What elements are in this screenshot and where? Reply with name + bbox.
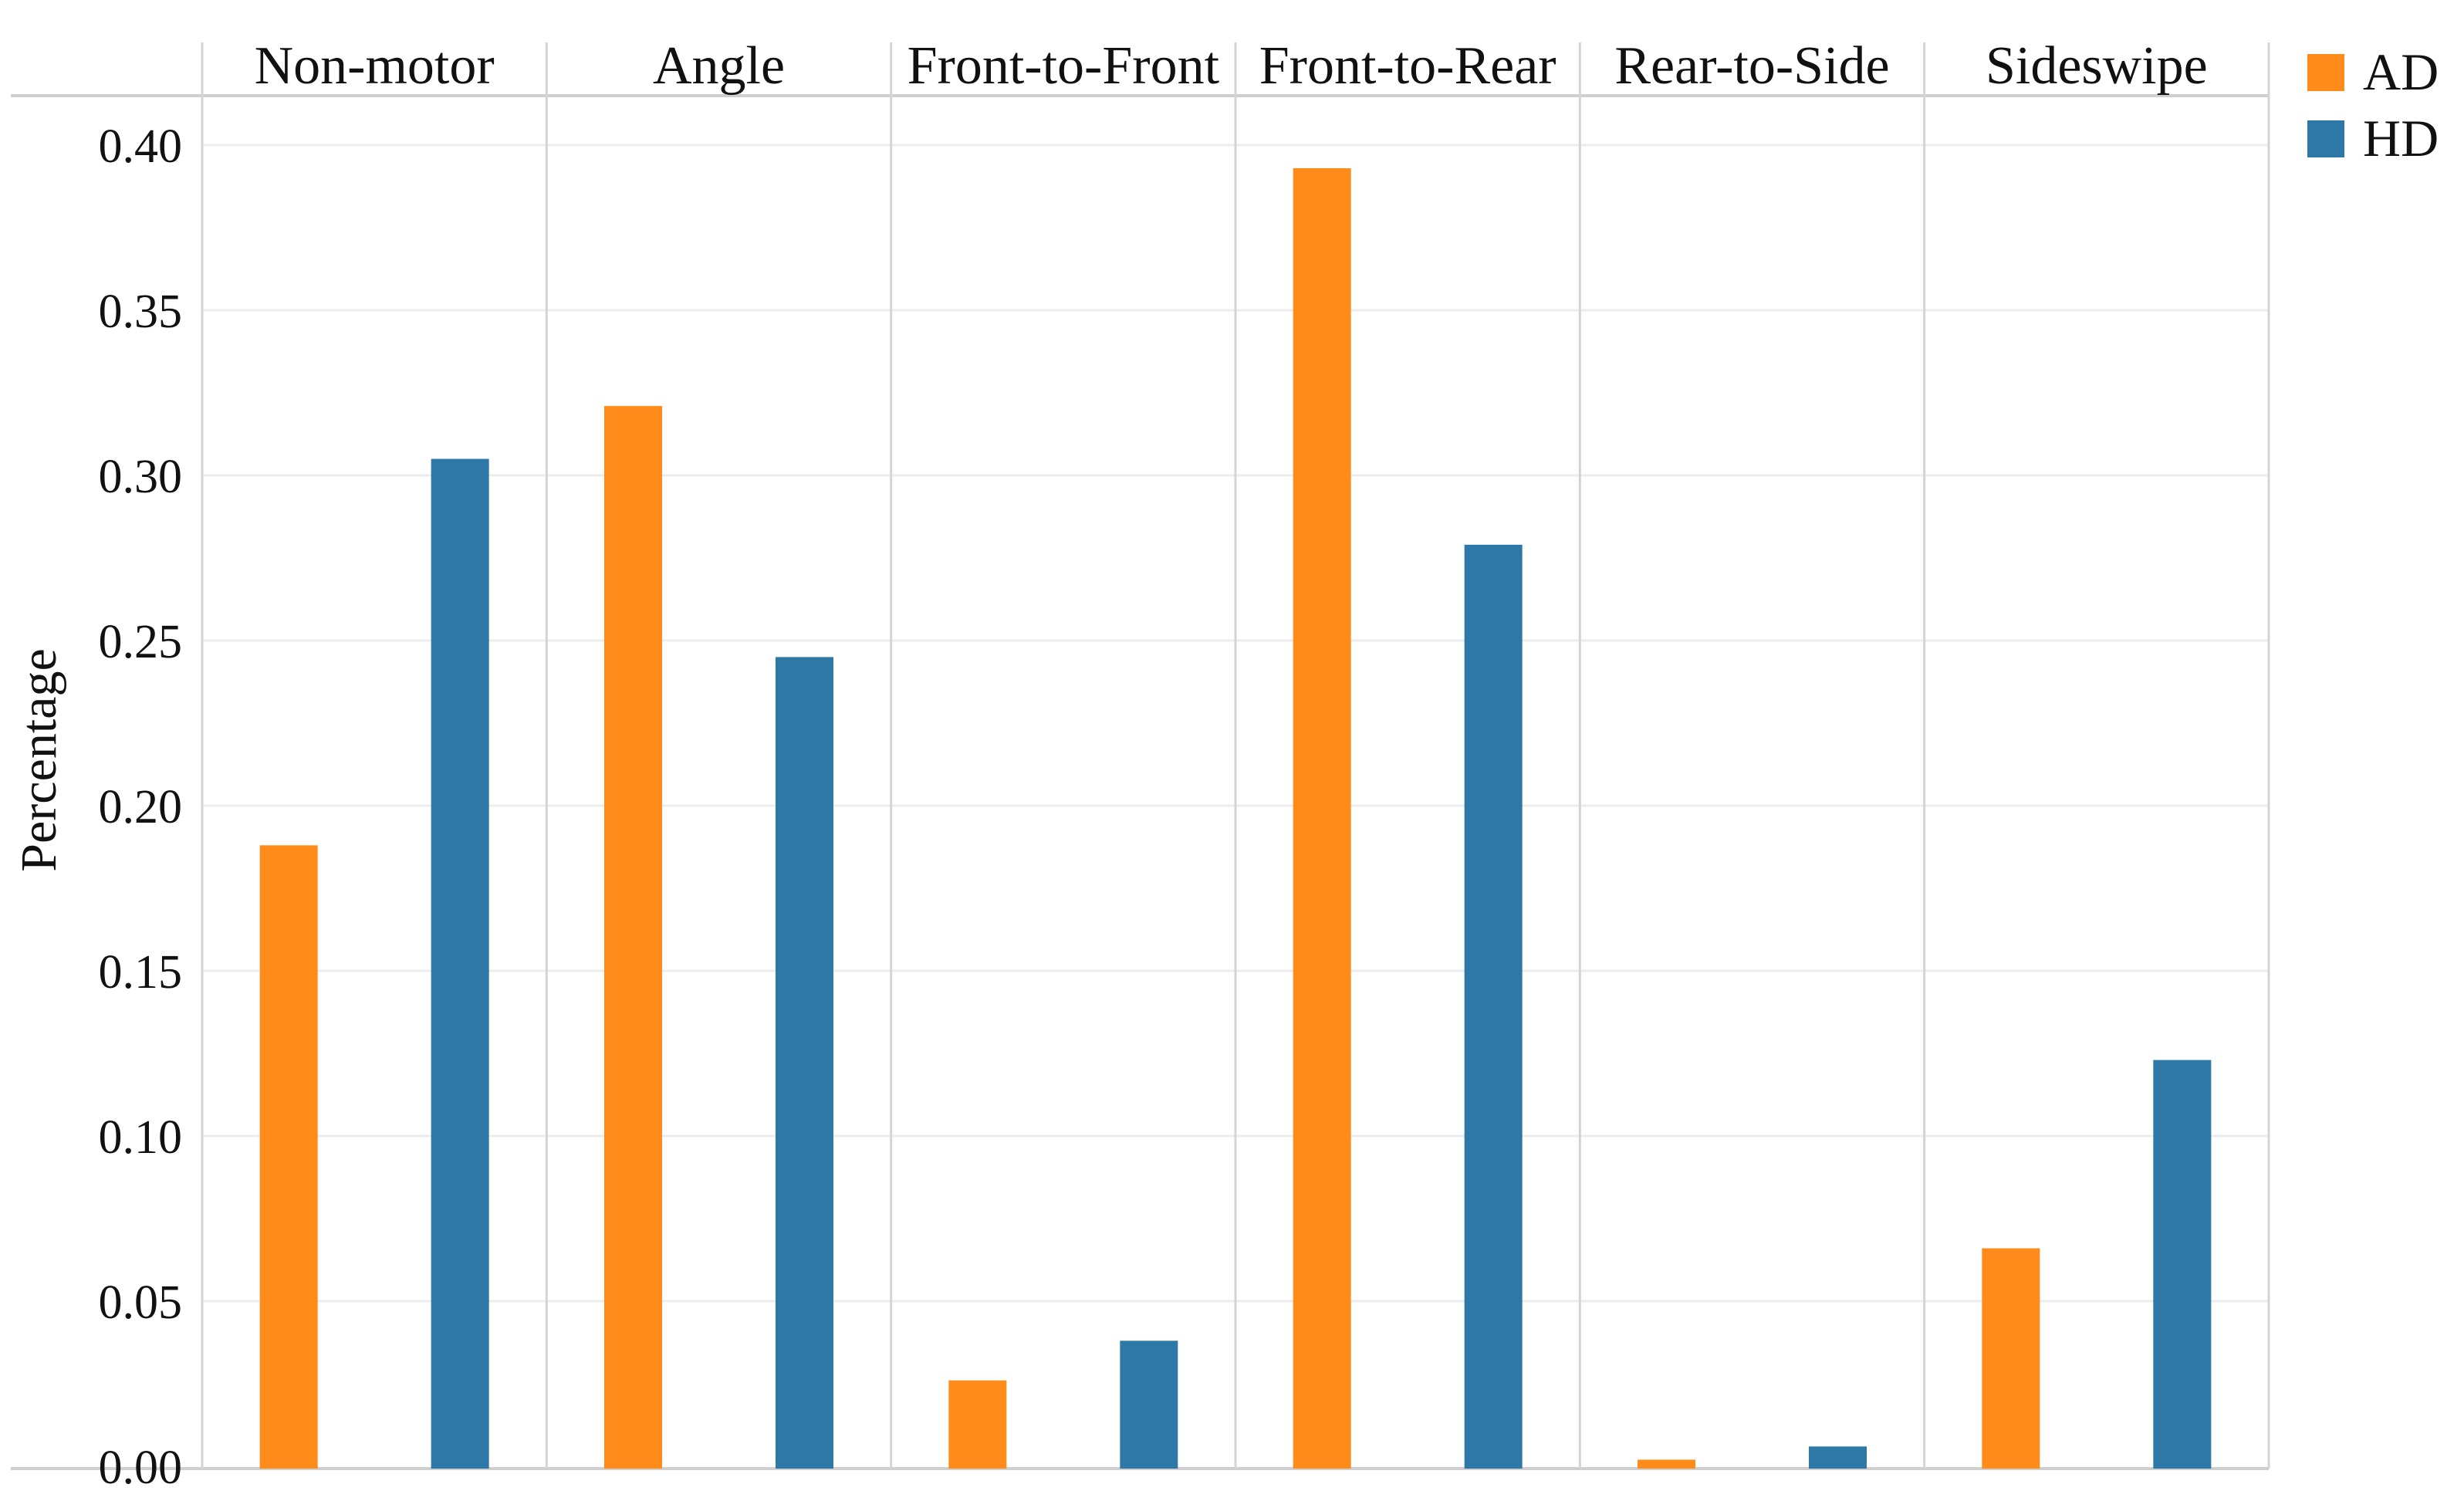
legend-label-ad: AD: [2363, 42, 2439, 101]
y-tick-label: 0.30: [99, 451, 183, 503]
panel-headers: Non-motor Angle Front-to-Front Front-to-Rea…: [255, 36, 2208, 96]
bar-ad: [604, 406, 662, 1469]
bars: [259, 167, 2212, 1469]
category-label: Front-to-Front: [908, 36, 1220, 96]
bar-hd: [776, 657, 833, 1469]
y-tick-label: 0.35: [99, 286, 183, 338]
bar-ad: [1638, 1459, 1695, 1469]
panel-frame: [11, 42, 2270, 1470]
category-label: Front-to-Rear: [1259, 36, 1556, 96]
category-label: Sideswipe: [1986, 36, 2208, 96]
legend-label-hd: HD: [2363, 109, 2439, 167]
category-label: Non-motor: [255, 36, 495, 96]
y-tick-label: 0.15: [99, 946, 183, 999]
bar-hd: [1809, 1446, 1867, 1469]
bar-hd: [2153, 1060, 2212, 1469]
y-axis-ticks: 0.00 0.05 0.10 0.15 0.20 0.25 0.30 0.35 0.40: [99, 120, 183, 1494]
y-axis-title: Percentage: [11, 648, 67, 872]
y-tick-label: 0.05: [99, 1276, 183, 1329]
y-tick-label: 0.20: [99, 781, 183, 833]
category-label: Angle: [653, 36, 785, 96]
legend-swatch-hd: [2307, 120, 2344, 157]
bar-hd: [1464, 544, 1523, 1469]
y-tick-label: 0.10: [99, 1111, 183, 1164]
y-tick-label: 0.00: [99, 1442, 183, 1494]
legend-swatch-ad: [2307, 54, 2344, 91]
y-tick-label: 0.40: [99, 120, 183, 173]
bar-ad: [1982, 1248, 2040, 1469]
legend: AD HD: [2307, 42, 2439, 167]
y-tick-label: 0.25: [99, 616, 183, 668]
bar-ad: [259, 845, 318, 1469]
bar-ad: [1293, 167, 1351, 1469]
bar-ad: [948, 1380, 1007, 1469]
bar-hd: [431, 458, 489, 1469]
category-label: Rear-to-Side: [1614, 36, 1889, 96]
bar-hd: [1120, 1340, 1178, 1469]
